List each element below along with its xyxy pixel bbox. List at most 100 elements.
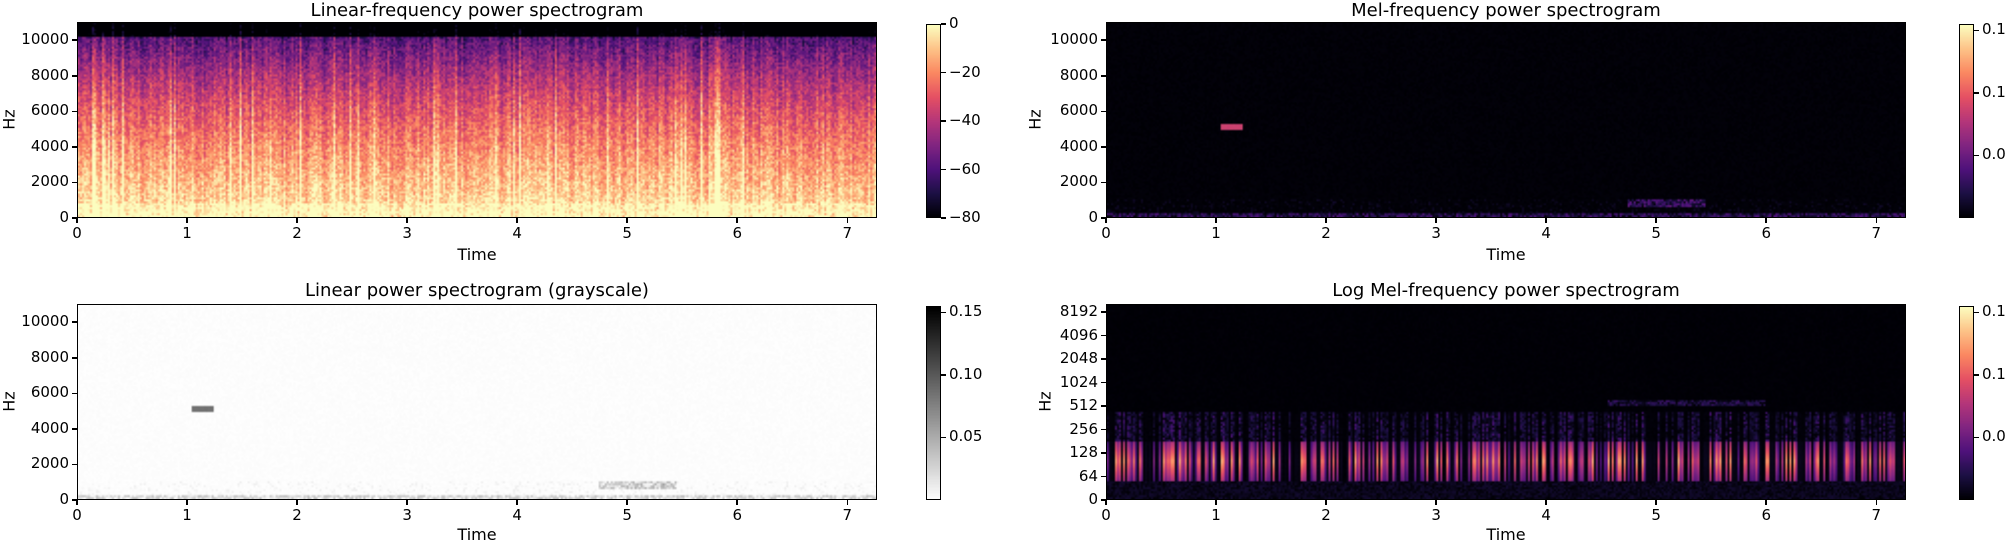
- y-tick-mark: [1101, 110, 1106, 113]
- x-tick-label: 6: [1761, 224, 1771, 242]
- x-tick-mark: [1875, 500, 1878, 505]
- y-tick-label: 10000: [21, 30, 69, 49]
- y-tick-mark: [1101, 75, 1106, 77]
- y-tick-label: 8000: [30, 65, 69, 84]
- x-tick-mark: [1655, 500, 1657, 505]
- y-tick-mark: [1101, 311, 1106, 313]
- colorbar-tick-label: 0.10: [949, 364, 983, 383]
- y-tick-mark: [72, 39, 77, 41]
- y-tick-mark: [1101, 475, 1106, 478]
- y-tick-label: 0: [1088, 490, 1098, 508]
- x-tick-mark: [1215, 218, 1217, 223]
- x-axis-label: Time: [1486, 245, 1526, 264]
- colorbar-tick-label: 0: [949, 14, 959, 32]
- x-tick-mark: [186, 500, 188, 505]
- colorbar-tick-mark: [1974, 92, 1979, 94]
- chart-title: Linear-frequency power spectrogram: [310, 0, 644, 21]
- y-tick-label: 128: [1069, 443, 1098, 462]
- x-tick-label: 0: [72, 506, 82, 524]
- colorbar-tick-label: −40: [949, 111, 981, 129]
- colorbar-tick-mark: [941, 71, 946, 74]
- y-tick-mark: [72, 357, 77, 359]
- colorbar-tick-label: −20: [949, 62, 981, 81]
- x-tick-mark: [516, 500, 518, 505]
- x-tick-mark: [626, 218, 628, 223]
- x-tick-label: 2: [292, 224, 302, 242]
- colorbar-tick-mark: [941, 374, 946, 376]
- y-tick-label: 6000: [30, 101, 69, 120]
- colorbar-tick-label: 0.10: [1982, 82, 2006, 101]
- x-tick-mark: [846, 218, 849, 223]
- y-tick-label: 2000: [30, 172, 69, 191]
- y-tick-label: 256: [1069, 419, 1098, 438]
- y-tick-mark: [72, 110, 77, 113]
- colorbar: [1959, 24, 1974, 218]
- y-tick-label: 10000: [1050, 30, 1098, 49]
- x-tick-mark: [1435, 218, 1437, 223]
- colorbar-tick-label: −60: [949, 159, 981, 178]
- x-tick-label: 2: [1321, 224, 1331, 242]
- y-tick-mark: [72, 217, 77, 219]
- y-tick-mark: [72, 181, 77, 184]
- y-tick-mark: [72, 146, 77, 148]
- y-tick-label: 4000: [1059, 136, 1098, 155]
- colorbar-tick-label: 0.05: [1982, 427, 2006, 446]
- x-tick-mark: [296, 500, 298, 505]
- spectrogram-image: [1107, 23, 1905, 217]
- y-tick-label: 4000: [30, 418, 69, 437]
- x-tick-mark: [1105, 218, 1107, 223]
- x-tick-mark: [76, 218, 78, 223]
- y-tick-mark: [1101, 381, 1106, 384]
- y-tick-mark: [72, 499, 77, 501]
- x-tick-label: 0: [1101, 224, 1111, 242]
- x-tick-mark: [406, 500, 408, 505]
- colorbar: [926, 24, 941, 218]
- colorbar-tick-label: 0.05: [1982, 145, 2006, 164]
- y-tick-label: 6000: [1059, 101, 1098, 120]
- plot-area: [77, 304, 877, 500]
- spectrogram-image: [78, 305, 876, 499]
- colorbar-tick-mark: [941, 217, 946, 219]
- y-tick-mark: [1101, 358, 1106, 360]
- x-tick-label: 2: [1321, 506, 1331, 524]
- y-tick-label: 10000: [21, 312, 69, 331]
- colorbar-tick-mark: [941, 168, 946, 171]
- x-tick-label: 6: [732, 224, 742, 242]
- x-tick-label: 7: [1871, 224, 1882, 242]
- x-tick-label: 5: [622, 506, 632, 524]
- colorbar-tick-mark: [1974, 311, 1979, 313]
- x-tick-mark: [1325, 218, 1327, 223]
- x-tick-label: 0: [72, 224, 82, 242]
- y-tick-mark: [72, 463, 77, 466]
- colorbar-tick-mark: [941, 436, 946, 439]
- x-tick-mark: [76, 500, 78, 505]
- colorbar-tick-label: 0.15: [949, 302, 983, 321]
- y-tick-label: 0: [59, 490, 69, 508]
- y-tick-mark: [1101, 405, 1106, 407]
- chart-title: Log Mel-frequency power spectrogram: [1332, 280, 1680, 301]
- y-tick-label: 1024: [1059, 372, 1098, 391]
- y-tick-label: 0: [1088, 208, 1098, 226]
- x-tick-mark: [1215, 500, 1217, 505]
- x-tick-mark: [1765, 500, 1767, 505]
- colorbar: [926, 306, 941, 500]
- spectrogram-image: [1107, 305, 1905, 499]
- x-tick-mark: [1545, 500, 1547, 505]
- colorbar-tick-mark: [941, 120, 946, 122]
- x-tick-mark: [1545, 218, 1547, 223]
- x-tick-mark: [186, 218, 188, 223]
- x-tick-mark: [1875, 218, 1878, 223]
- colorbar-tick-label: 0.15: [1982, 20, 2006, 39]
- spectrogram-image: [78, 23, 876, 217]
- y-tick-label: 8000: [1059, 65, 1098, 84]
- x-tick-label: 4: [512, 224, 522, 242]
- x-tick-mark: [296, 218, 298, 223]
- y-tick-mark: [1101, 146, 1106, 148]
- colorbar-tick-mark: [1974, 154, 1979, 157]
- plot-area: [1106, 304, 1906, 500]
- y-tick-mark: [72, 392, 77, 395]
- x-tick-label: 4: [1541, 506, 1551, 524]
- y-tick-mark: [1101, 452, 1106, 454]
- x-tick-label: 1: [182, 224, 192, 242]
- y-tick-label: 4096: [1059, 325, 1098, 344]
